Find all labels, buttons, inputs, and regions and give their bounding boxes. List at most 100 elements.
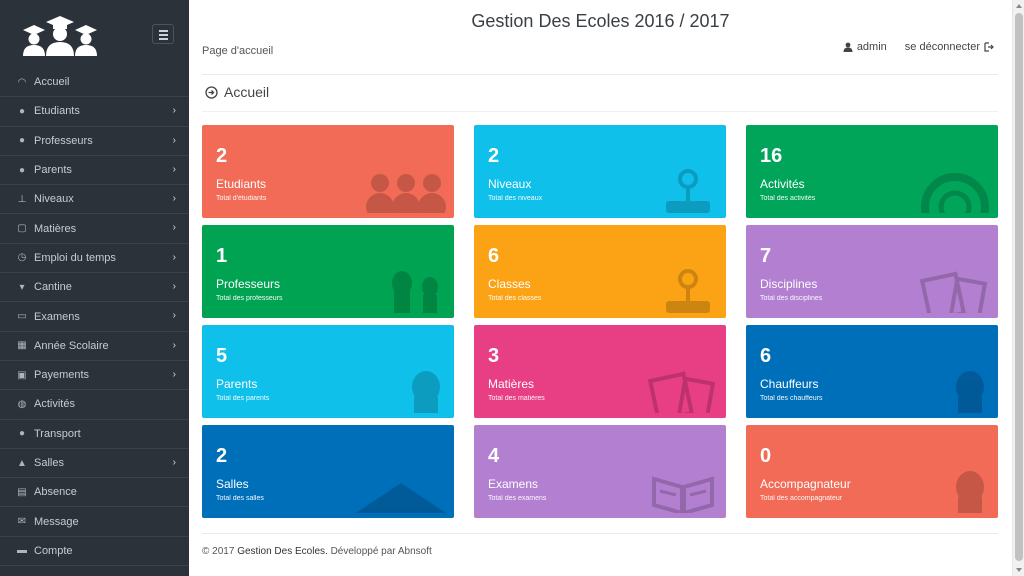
scroll-up-arrow[interactable] bbox=[1016, 4, 1022, 8]
sidebar-item-examens[interactable]: ▭ Examens › bbox=[0, 302, 189, 332]
stat-card-accompagnateur[interactable]: 0 Accompagnateur Total des accompagnateur bbox=[746, 425, 998, 518]
stat-label: Etudiants bbox=[216, 177, 267, 191]
sidebar-item-salles[interactable]: ▲ Salles › bbox=[0, 449, 189, 479]
stat-subtitle: Total des examens bbox=[488, 495, 547, 502]
sidebar-item-professeurs[interactable]: ● Professeurs › bbox=[0, 127, 189, 156]
stat-label: Activités bbox=[760, 177, 805, 191]
lifebuoy-icon bbox=[920, 169, 990, 218]
sidebar-item-accueil[interactable]: ◠ Accueil bbox=[0, 68, 189, 98]
sidebar-item-label: Année Scolaire bbox=[34, 339, 109, 352]
breadcrumb[interactable]: Page d'accueil bbox=[202, 45, 274, 57]
glass-icon: ▾ bbox=[19, 281, 25, 293]
joystick-icon bbox=[658, 169, 718, 218]
sidebar-item-label: Cantine bbox=[34, 281, 72, 294]
person-icon bbox=[406, 369, 446, 418]
stat-value: 1 bbox=[216, 245, 228, 267]
stat-card-examens[interactable]: 4 Examens Total des examens bbox=[474, 425, 726, 518]
user-name: admin bbox=[856, 41, 887, 53]
stat-label: Parents bbox=[216, 377, 258, 391]
sidebar: ◠ Accueil ● Etudiants › ● Professeurs › ● Parents… bbox=[0, 0, 189, 576]
chevron-right-icon: › bbox=[172, 339, 176, 351]
stat-label: Accompagnateur bbox=[760, 477, 851, 491]
header-divider bbox=[202, 74, 998, 75]
stat-label: Professeurs bbox=[216, 277, 281, 291]
calendar-icon: ▦ bbox=[17, 340, 27, 352]
teachers-icon bbox=[386, 269, 446, 318]
page-heading: Accueil bbox=[205, 84, 269, 100]
sidebar-item-absence[interactable]: ▤ Absence bbox=[0, 478, 189, 508]
stat-value: 2 bbox=[488, 145, 500, 167]
sidebar-item-label: Matières bbox=[34, 222, 77, 235]
sidebar-item-label: Etudiants bbox=[34, 105, 80, 118]
stat-value: 2 bbox=[216, 145, 228, 167]
sidebar-item-payements[interactable]: ▣ Payements › bbox=[0, 361, 189, 391]
stat-value: 2 bbox=[216, 445, 228, 467]
book-icon: ▢ bbox=[17, 223, 27, 235]
person-icon bbox=[950, 369, 990, 418]
dashboard-icon: ◠ bbox=[17, 76, 27, 88]
stat-subtitle: Total des matières bbox=[488, 395, 545, 402]
stat-subtitle: Total d'étudiants bbox=[216, 195, 267, 202]
chevron-right-icon: › bbox=[172, 222, 176, 234]
circle-arrow-right-icon bbox=[205, 85, 218, 99]
scroll-down-arrow[interactable] bbox=[1016, 568, 1022, 572]
sidebar-item-emploi-du-temps[interactable]: ◷ Emploi du temps › bbox=[0, 244, 189, 274]
stat-card-activit-s[interactable]: 16 Activités Total des activités bbox=[746, 125, 998, 218]
stat-subtitle: Total des niveaux bbox=[488, 195, 543, 202]
chevron-right-icon: › bbox=[172, 251, 176, 263]
sidebar-item-message[interactable]: ✉ Message bbox=[0, 507, 189, 537]
stat-card-mati-res[interactable]: 3 Matières Total des matières bbox=[474, 325, 726, 418]
chevron-right-icon: › bbox=[172, 105, 176, 117]
stat-value: 0 bbox=[760, 445, 772, 467]
footer-company: Abnsoft bbox=[397, 546, 432, 557]
menu-toggle-button[interactable] bbox=[152, 24, 174, 44]
stat-card-chauffeurs[interactable]: 6 Chauffeurs Total des chauffeurs bbox=[746, 325, 998, 418]
user-link[interactable]: admin bbox=[843, 41, 887, 53]
stat-label: Classes bbox=[488, 277, 531, 291]
globe-icon: ◍ bbox=[17, 398, 27, 410]
footer: © 2017 Gestion Des Ecoles. Développé par… bbox=[202, 546, 432, 557]
stat-card-disciplines[interactable]: 7 Disciplines Total des disciplines bbox=[746, 225, 998, 318]
sidebar-item-label: Niveaux bbox=[34, 193, 74, 206]
envelope-icon: ✉ bbox=[17, 516, 27, 528]
stat-value: 7 bbox=[760, 245, 772, 267]
scroll-thumb[interactable] bbox=[1015, 13, 1023, 561]
briefcase-icon: ▣ bbox=[17, 369, 27, 381]
joystick-icon bbox=[658, 269, 718, 318]
sidebar-item-label: Accueil bbox=[34, 76, 70, 89]
sidebar-item-transport[interactable]: ● Transport bbox=[0, 420, 189, 449]
stat-subtitle: Total des classes bbox=[488, 295, 542, 302]
stat-label: Disciplines bbox=[760, 277, 818, 291]
sidebar-item-label: Professeurs bbox=[34, 134, 93, 147]
logout-label: se déconnecter bbox=[904, 41, 980, 53]
stat-subtitle: Total des professeurs bbox=[216, 295, 283, 302]
sidebar-item-cantine[interactable]: ▾ Cantine › bbox=[0, 273, 189, 303]
stat-card-salles[interactable]: 2 Salles Total des salles bbox=[202, 425, 454, 518]
sidebar-item-etudiants[interactable]: ● Etudiants › bbox=[0, 97, 189, 127]
sidebar-item-label: Emploi du temps bbox=[34, 251, 116, 264]
logout-link[interactable]: se déconnecter bbox=[905, 41, 994, 53]
chevron-right-icon: › bbox=[172, 134, 176, 146]
stat-card-etudiants[interactable]: 2 Etudiants Total d'étudiants bbox=[202, 125, 454, 218]
home-icon: ▲ bbox=[17, 457, 27, 469]
stat-subtitle: Total des salles bbox=[216, 495, 264, 502]
sitemap-icon: ⊥ bbox=[17, 193, 27, 205]
stat-label: Matières bbox=[488, 377, 535, 391]
stat-card-parents[interactable]: 5 Parents Total des parents bbox=[202, 325, 454, 418]
stat-subtitle: Total des activités bbox=[760, 195, 816, 202]
sidebar-item-niveaux[interactable]: ⊥ Niveaux › bbox=[0, 185, 189, 215]
sidebar-item-compte[interactable]: ▬ Compte bbox=[0, 537, 189, 567]
scrollbar[interactable] bbox=[1012, 0, 1024, 576]
footer-brand: Gestion Des Ecoles. bbox=[237, 546, 328, 557]
sidebar-item-activit-s[interactable]: ◍ Activités bbox=[0, 390, 189, 420]
chevron-right-icon: › bbox=[172, 193, 176, 205]
stat-card-professeurs[interactable]: 1 Professeurs Total des professeurs bbox=[202, 225, 454, 318]
stat-card-niveaux[interactable]: 2 Niveaux Total des niveaux bbox=[474, 125, 726, 218]
sidebar-item-label: Compte bbox=[34, 544, 73, 557]
stat-card-classes[interactable]: 6 Classes Total des classes bbox=[474, 225, 726, 318]
sidebar-item-mati-res[interactable]: ▢ Matières › bbox=[0, 214, 189, 244]
sidebar-item-label: Examens bbox=[34, 310, 80, 323]
sidebar-item-ann-e-scolaire[interactable]: ▦ Année Scolaire › bbox=[0, 332, 189, 361]
sidebar-item-parents[interactable]: ● Parents › bbox=[0, 156, 189, 186]
sidebar-item-label: Activités bbox=[34, 398, 75, 411]
